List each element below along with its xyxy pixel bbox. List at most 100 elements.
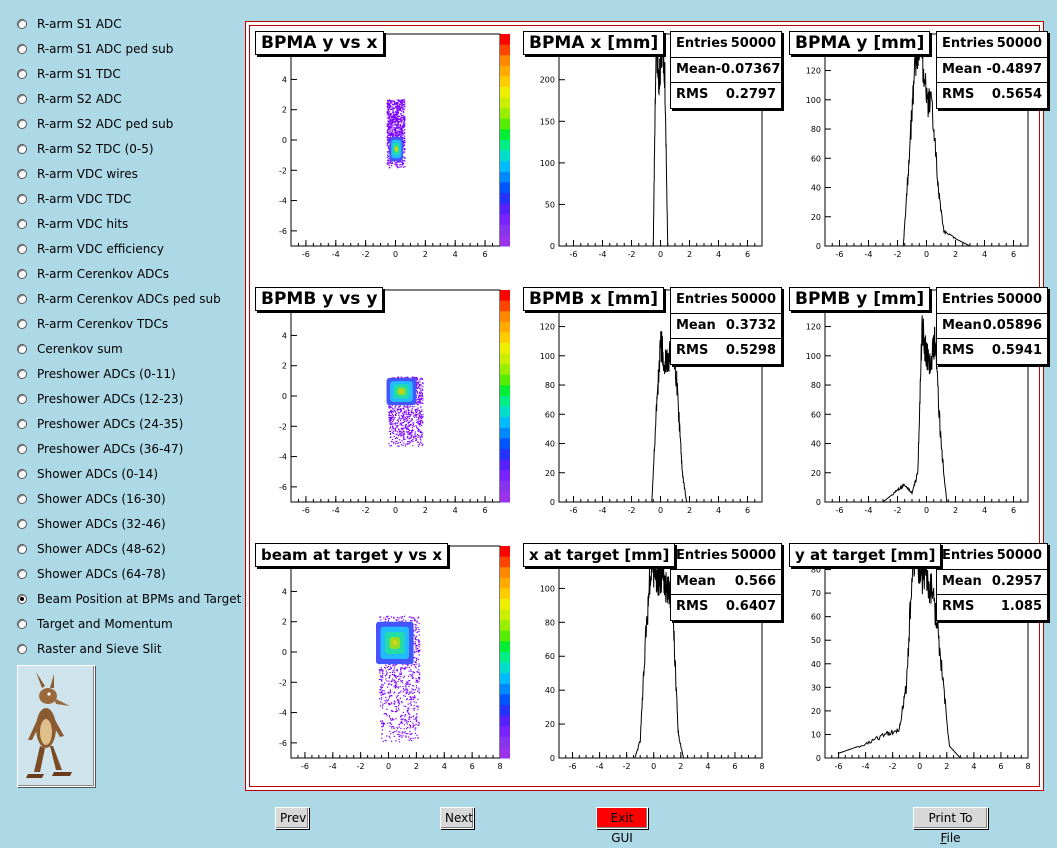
radio-button[interactable]: [17, 493, 27, 504]
pad-2d-4[interactable]: -6 -4 -2 0 2 4 6 -6 -4 -2 0 2 4 BPMB y vs y: [252, 284, 514, 534]
scatter-point: [405, 735, 407, 737]
scatter-point: [421, 433, 423, 435]
radio-item[interactable]: Shower ADCs (0-14): [16, 461, 246, 486]
radio-item[interactable]: Cerenkov sum: [16, 336, 246, 361]
radio-button[interactable]: [17, 268, 27, 279]
radio-item[interactable]: Shower ADCs (64-78): [16, 561, 246, 586]
print-to-file-button[interactable]: Print To File: [913, 807, 988, 845]
histogram-canvas[interactable]: -6 -4 -2 0 2 4 6 -6 -4 -2 0 2 4 BPMA y vs x -6 -4 -2 0 2 4 6…: [245, 21, 1048, 791]
radio-button[interactable]: [17, 143, 27, 154]
radio-item[interactable]: R-arm S2 TDC (0-5): [16, 136, 246, 161]
scatter-point: [411, 406, 414, 408]
radio-item[interactable]: Preshower ADCs (0-11): [16, 361, 246, 386]
pad-2[interactable]: -6-4-20246050100150200250Entries50000Mea…: [520, 28, 782, 278]
radio-item[interactable]: R-arm VDC hits: [16, 211, 246, 236]
radio-item[interactable]: Beam Position at BPMs and Target: [16, 586, 246, 611]
radio-button[interactable]: [17, 168, 27, 179]
radio-button[interactable]: [17, 118, 27, 129]
radio-item[interactable]: Preshower ADCs (12-23): [16, 386, 246, 411]
radio-item[interactable]: R-arm S1 ADC ped sub: [16, 36, 246, 61]
scatter-point: [410, 411, 412, 413]
radio-button[interactable]: [17, 43, 27, 54]
scatter-point: [418, 630, 420, 632]
radio-item[interactable]: R-arm VDC wires: [16, 161, 246, 186]
radio-button[interactable]: [17, 193, 27, 204]
scatter-point: [414, 650, 416, 653]
scatter-point: [414, 643, 416, 645]
scatter-point: [389, 106, 392, 108]
scatter-point: [395, 124, 398, 127]
radio-button[interactable]: [17, 543, 27, 554]
scatter-point: [397, 106, 400, 108]
radio-button[interactable]: [17, 643, 27, 654]
radio-item[interactable]: R-arm S2 ADC: [16, 86, 246, 111]
next-button[interactable]: Next: [440, 807, 474, 829]
scatter-point: [417, 644, 419, 647]
radio-button[interactable]: [17, 393, 27, 404]
scatter-point: [382, 703, 384, 705]
radio-button[interactable]: [17, 318, 27, 329]
radio-button[interactable]: [17, 443, 27, 454]
prev-button[interactable]: Prev: [275, 807, 309, 829]
scatter-point: [395, 102, 398, 104]
stats-key: Entries: [942, 548, 994, 563]
scatter-point: [399, 106, 401, 108]
radio-button[interactable]: [17, 18, 27, 29]
stats-key: Entries: [942, 36, 994, 51]
radio-button[interactable]: [17, 93, 27, 104]
pad-title: x at target [mm]: [523, 543, 676, 567]
scatter-point: [405, 688, 407, 690]
radio-button[interactable]: [17, 618, 27, 629]
radio-item[interactable]: Shower ADCs (48-62): [16, 536, 246, 561]
radio-item[interactable]: Shower ADCs (32-46): [16, 511, 246, 536]
pad-2d-1[interactable]: -6 -4 -2 0 2 4 6 -6 -4 -2 0 2 4 BPMA y vs x: [252, 28, 514, 278]
radio-item[interactable]: Target and Momentum: [16, 611, 246, 636]
scatter-point: [393, 735, 395, 737]
radio-button[interactable]: [17, 68, 27, 79]
scatter-point: [381, 733, 383, 735]
pad-3[interactable]: -6-4-20246020406080100120140Entries50000…: [786, 28, 1048, 278]
radio-item[interactable]: R-arm Cerenkov ADCs ped sub: [16, 286, 246, 311]
scatter-point: [409, 441, 411, 443]
scatter-point: [397, 698, 399, 701]
pad-9[interactable]: -6 -4 -2 0 2 4 6 8 0 10 20 30 40 50 60 70 80 Entries 50000…: [786, 540, 1048, 790]
radio-button[interactable]: [17, 418, 27, 429]
radio-item[interactable]: R-arm VDC TDC: [16, 186, 246, 211]
scatter-point: [403, 129, 405, 131]
scatter-point: [396, 663, 398, 666]
radio-item[interactable]: R-arm VDC efficiency: [16, 236, 246, 261]
pad-6[interactable]: -6-4-20246020406080100120140Entries50000…: [786, 284, 1048, 534]
pad-5[interactable]: -6-4-20246020406080100120140Entries50000…: [520, 284, 782, 534]
scatter-point: [408, 736, 410, 738]
radio-item[interactable]: R-arm S1 ADC: [16, 11, 246, 36]
radio-item[interactable]: R-arm Cerenkov TDCs: [16, 311, 246, 336]
scatter-point: [404, 165, 406, 168]
scatter-point: [418, 650, 420, 652]
radio-button[interactable]: [17, 518, 27, 529]
radio-item[interactable]: R-arm S2 ADC ped sub: [16, 111, 246, 136]
scatter-point: [387, 141, 390, 143]
radio-button[interactable]: [17, 368, 27, 379]
radio-button[interactable]: [17, 468, 27, 479]
stats-value: 0.2797: [725, 87, 776, 102]
scatter-point: [412, 689, 415, 691]
radio-button[interactable]: [17, 343, 27, 354]
stats-key: RMS: [942, 343, 975, 358]
radio-item[interactable]: R-arm S1 TDC: [16, 61, 246, 86]
radio-button[interactable]: [17, 243, 27, 254]
radio-button[interactable]: [17, 568, 27, 579]
radio-button[interactable]: [17, 218, 27, 229]
scatter-point: [413, 718, 415, 721]
y-tick-label: 60: [811, 154, 821, 163]
radio-item[interactable]: R-arm Cerenkov ADCs: [16, 261, 246, 286]
radio-item[interactable]: Preshower ADCs (24-35): [16, 411, 246, 436]
radio-item[interactable]: Raster and Sieve Slit: [16, 636, 246, 661]
radio-item[interactable]: Preshower ADCs (36-47): [16, 436, 246, 461]
pad-8[interactable]: -6-4-202468020406080100120Entries50000Me…: [520, 540, 782, 790]
radio-item[interactable]: Shower ADCs (16-30): [16, 486, 246, 511]
radio-button-selected[interactable]: [17, 593, 27, 604]
exit-gui-button[interactable]: Exit GUI: [596, 807, 648, 845]
scatter-point: [387, 620, 390, 622]
radio-button[interactable]: [17, 293, 27, 304]
